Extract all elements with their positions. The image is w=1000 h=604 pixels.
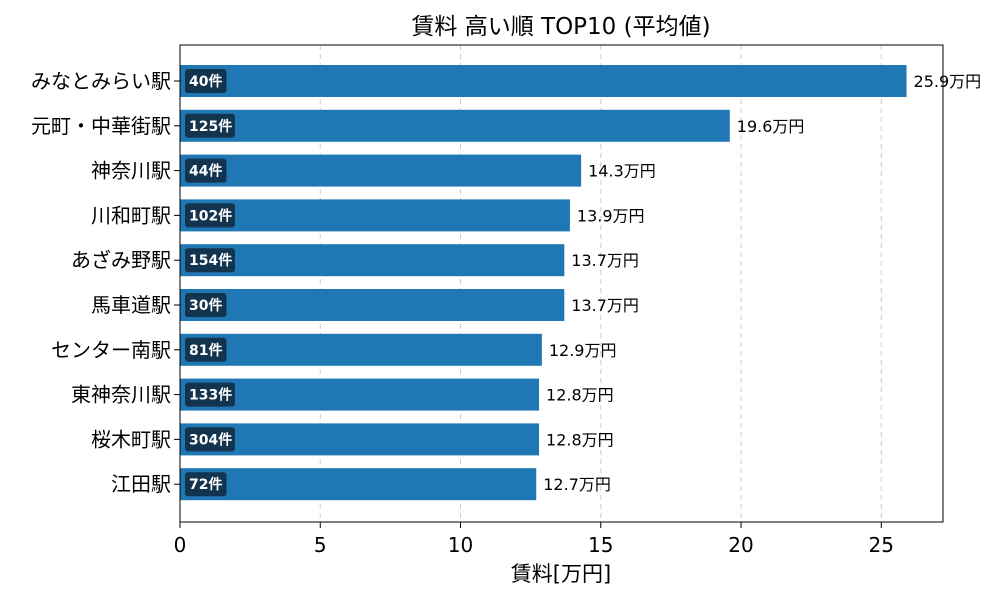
count-badge xyxy=(185,382,235,407)
count-badge xyxy=(185,158,227,183)
bars: 25.9万円 40件 19.6万円 125件 14.3万円 44件 13.9万円 102件 13… xyxy=(180,65,982,501)
category-label: センター南駅 xyxy=(51,338,171,362)
plot-frame xyxy=(179,44,944,523)
count-badge xyxy=(185,427,235,452)
category-label: あざみ野駅 xyxy=(71,248,171,272)
count-label: 44件 xyxy=(189,163,222,180)
x-tick-label: 5 xyxy=(314,533,327,557)
count-label: 40件 xyxy=(189,73,222,90)
bar-value-label: 19.6万円 xyxy=(737,117,805,136)
count-label: 304件 xyxy=(189,431,232,448)
count-label: 72件 xyxy=(189,476,222,493)
bar xyxy=(180,423,540,456)
count-badge xyxy=(185,472,227,497)
bar xyxy=(180,199,570,232)
x-tick-label: 15 xyxy=(588,533,613,557)
bar-value-label: 13.9万円 xyxy=(577,206,645,225)
y-axis: みなとみらい駅元町・中華街駅神奈川駅川和町駅あざみ野駅馬車道駅センター南駅東神奈… xyxy=(31,69,180,496)
bar-value-label: 25.9万円 xyxy=(914,72,982,91)
bar-value-label: 12.7万円 xyxy=(543,475,611,494)
bar xyxy=(180,154,582,187)
count-badge xyxy=(185,203,235,228)
category-label: 神奈川駅 xyxy=(91,159,171,183)
bar xyxy=(180,333,542,366)
bar-value-label: 14.3万円 xyxy=(588,162,656,181)
count-label: 154件 xyxy=(189,252,232,269)
count-badge xyxy=(185,69,227,93)
count-label: 81件 xyxy=(189,342,222,359)
bar xyxy=(180,244,565,277)
category-label: 東神奈川駅 xyxy=(71,383,171,407)
category-label: 桜木町駅 xyxy=(91,427,171,451)
category-label: みなとみらい駅 xyxy=(31,69,171,93)
bar-value-label: 13.7万円 xyxy=(571,296,639,315)
bar-value-label: 12.9万円 xyxy=(549,341,617,360)
category-label: 馬車道駅 xyxy=(91,293,171,317)
x-axis: 0 5 10 15 20 25 xyxy=(174,522,894,557)
bar xyxy=(180,109,730,142)
count-badge xyxy=(185,337,227,362)
count-label: 133件 xyxy=(189,387,232,404)
bar xyxy=(180,378,540,411)
category-label: 川和町駅 xyxy=(91,203,171,227)
bar-value-label: 12.8万円 xyxy=(546,430,614,449)
count-label: 125件 xyxy=(189,118,232,135)
bar xyxy=(180,289,565,321)
bar-value-label: 12.8万円 xyxy=(546,386,614,405)
count-label: 30件 xyxy=(189,297,222,314)
bar xyxy=(180,468,537,501)
count-label: 102件 xyxy=(189,207,232,224)
category-label: 江田駅 xyxy=(111,472,171,496)
chart-title: 賃料 高い順 TOP10 (平均値) xyxy=(411,14,710,40)
count-badge xyxy=(185,248,235,273)
x-tick-label: 10 xyxy=(448,533,473,557)
x-tick-label: 0 xyxy=(174,533,187,557)
count-badge xyxy=(185,113,235,138)
bar-value-label: 13.7万円 xyxy=(571,251,639,270)
x-tick-label: 25 xyxy=(869,533,894,557)
bar xyxy=(180,65,907,97)
x-axis-title: 賃料[万円] xyxy=(511,562,611,586)
x-tick-label: 20 xyxy=(728,533,753,557)
count-badge xyxy=(185,293,227,317)
category-label: 元町・中華街駅 xyxy=(31,114,171,138)
